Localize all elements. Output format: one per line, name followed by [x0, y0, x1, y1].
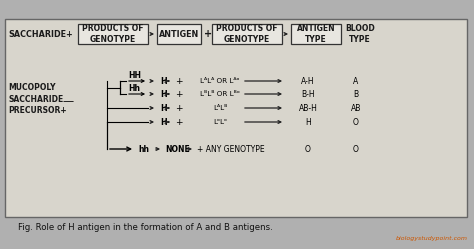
Text: ANTIGEN: ANTIGEN [159, 29, 199, 39]
Text: HH: HH [128, 70, 141, 79]
Text: PRODUCTS OF
GENOTYPE: PRODUCTS OF GENOTYPE [82, 24, 144, 44]
Text: BLOOD
TYPE: BLOOD TYPE [345, 24, 375, 44]
Text: H: H [305, 118, 311, 126]
Text: AB-H: AB-H [299, 104, 318, 113]
Text: LᴬLᴬ OR Lᴬᵒ: LᴬLᴬ OR Lᴬᵒ [200, 78, 240, 84]
Text: —: — [63, 96, 73, 106]
Text: +: + [204, 29, 212, 39]
Text: H: H [160, 104, 167, 113]
Text: NONE: NONE [165, 144, 190, 153]
Text: ANTIGEN
TYPE: ANTIGEN TYPE [297, 24, 335, 44]
Text: O: O [305, 144, 311, 153]
Text: AB: AB [351, 104, 361, 113]
Text: B: B [354, 89, 358, 99]
Text: hh: hh [138, 144, 149, 153]
Text: O: O [353, 118, 359, 126]
Text: LᴮLᴮ OR Lᴮᵒ: LᴮLᴮ OR Lᴮᵒ [200, 91, 240, 97]
Text: +: + [175, 76, 182, 85]
FancyBboxPatch shape [212, 24, 282, 44]
Text: PRODUCTS OF
GENOTYPE: PRODUCTS OF GENOTYPE [216, 24, 278, 44]
Text: O: O [353, 144, 359, 153]
Text: B-H: B-H [301, 89, 315, 99]
FancyBboxPatch shape [291, 24, 341, 44]
Text: Fig. Role of H antigen in the formation of A and B antigens.: Fig. Role of H antigen in the formation … [18, 223, 273, 232]
Text: H: H [160, 118, 167, 126]
Text: H: H [160, 89, 167, 99]
Text: +: + [175, 89, 182, 99]
FancyBboxPatch shape [78, 24, 148, 44]
Text: +: + [175, 104, 182, 113]
Text: biologystudypoint.com: biologystudypoint.com [396, 236, 468, 241]
Text: LᵒLᵒ: LᵒLᵒ [213, 119, 227, 125]
FancyBboxPatch shape [5, 19, 467, 217]
Text: H: H [160, 76, 167, 85]
Text: A-H: A-H [301, 76, 315, 85]
Text: +: + [175, 118, 182, 126]
Text: A: A [354, 76, 359, 85]
FancyBboxPatch shape [157, 24, 201, 44]
Text: MUCOPOLY
SACCHARIDE
PRECURSOR+: MUCOPOLY SACCHARIDE PRECURSOR+ [8, 83, 67, 115]
Text: Hh: Hh [128, 83, 140, 92]
Text: + ANY GENOTYPE: + ANY GENOTYPE [197, 144, 264, 153]
Text: SACCHARIDE+: SACCHARIDE+ [8, 29, 73, 39]
Text: LᴬLᴮ: LᴬLᴮ [213, 105, 227, 111]
